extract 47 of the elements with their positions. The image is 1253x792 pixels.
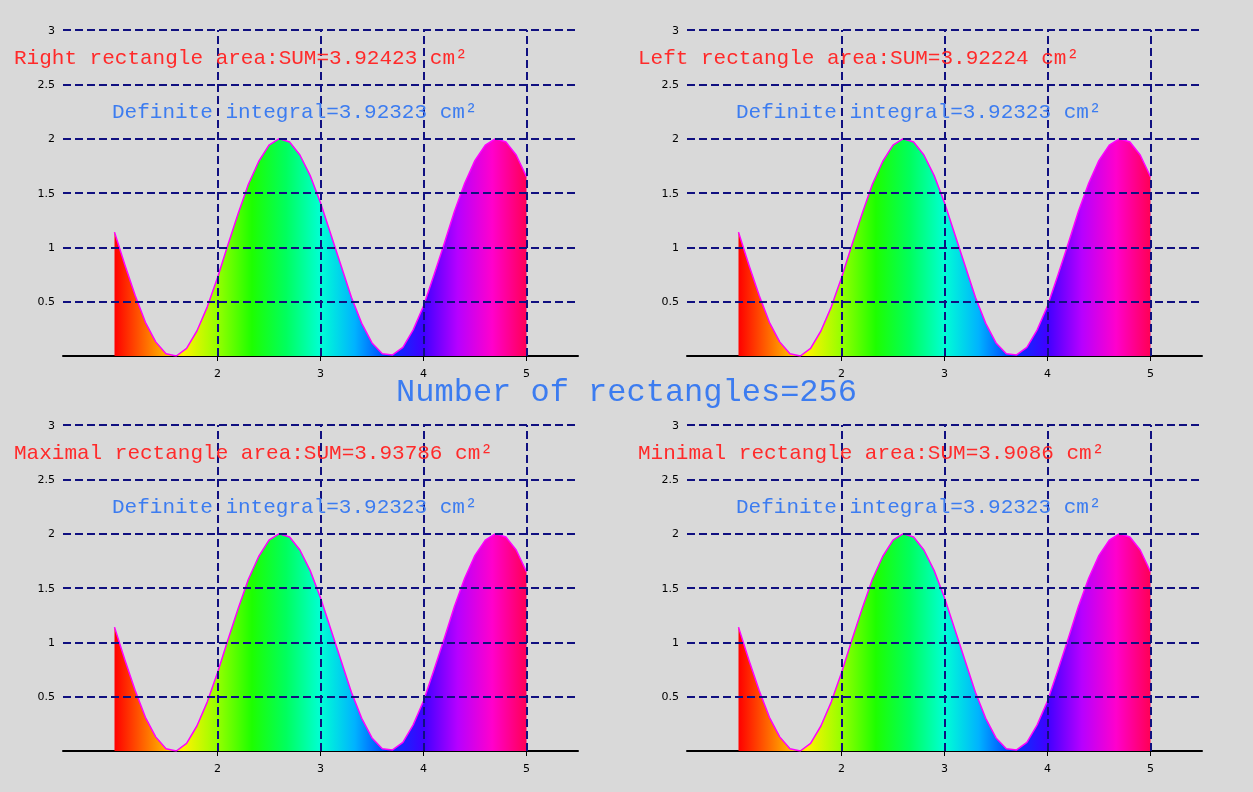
annotation: Maximal rectangle area:SUM=3.93786 cm²: [14, 442, 493, 465]
x-tick-label: 4: [1044, 762, 1051, 775]
y-tick-label: 2.5: [37, 77, 55, 91]
y-tick-label: 2.5: [661, 77, 679, 91]
x-tick-label: 5: [523, 367, 530, 380]
y-tick-label: 3: [48, 23, 55, 37]
y-tick-label: 2: [672, 132, 679, 146]
y-tick-label: 1.5: [37, 581, 55, 595]
y-tick-label: 0.5: [661, 690, 679, 704]
annotation: Definite integral=3.92323 cm²: [112, 101, 478, 124]
x-tick-label: 2: [838, 367, 845, 380]
x-tick-label: 3: [941, 762, 948, 775]
x-tick-label: 2: [838, 762, 845, 775]
x-tick-label: 3: [317, 762, 324, 775]
annotation: Left rectangle area:SUM=3.92224 cm²: [638, 47, 1080, 70]
x-tick-label: 5: [523, 762, 530, 775]
y-tick-label: 1: [672, 635, 679, 649]
x-tick-label: 4: [1044, 367, 1051, 380]
y-tick-label: 0.5: [37, 295, 55, 309]
y-tick-label: 1: [48, 635, 55, 649]
annotation: Definite integral=3.92323 cm²: [112, 496, 478, 519]
x-tick-label: 4: [420, 762, 427, 775]
y-tick-label: 1: [48, 240, 55, 254]
x-tick-label: 3: [941, 367, 948, 380]
y-tick-label: 2: [672, 527, 679, 541]
x-tick-label: 5: [1147, 762, 1154, 775]
y-tick-label: 2: [48, 527, 55, 541]
y-tick-label: 2: [48, 132, 55, 146]
y-tick-label: 0.5: [661, 295, 679, 309]
y-tick-label: 1.5: [661, 581, 679, 595]
y-tick-label: 3: [48, 418, 55, 432]
y-tick-label: 3: [672, 23, 679, 37]
y-tick-label: 0.5: [37, 690, 55, 704]
y-tick-label: 1: [672, 240, 679, 254]
x-tick-label: 2: [214, 762, 221, 775]
x-tick-label: 2: [214, 367, 221, 380]
y-tick-label: 2.5: [661, 472, 679, 486]
y-tick-label: 2.5: [37, 472, 55, 486]
y-tick-label: 1.5: [661, 186, 679, 200]
y-tick-label: 1.5: [37, 186, 55, 200]
y-tick-label: 3: [672, 418, 679, 432]
annotation: Definite integral=3.92323 cm²: [736, 496, 1102, 519]
annotation: Minimal rectangle area:SUM=3.9086 cm²: [638, 442, 1105, 465]
x-tick-label: 3: [317, 367, 324, 380]
annotation: Definite integral=3.92323 cm²: [736, 101, 1102, 124]
x-tick-label: 5: [1147, 367, 1154, 380]
annotation: Right rectangle area:SUM=3.92423 cm²: [14, 47, 468, 70]
